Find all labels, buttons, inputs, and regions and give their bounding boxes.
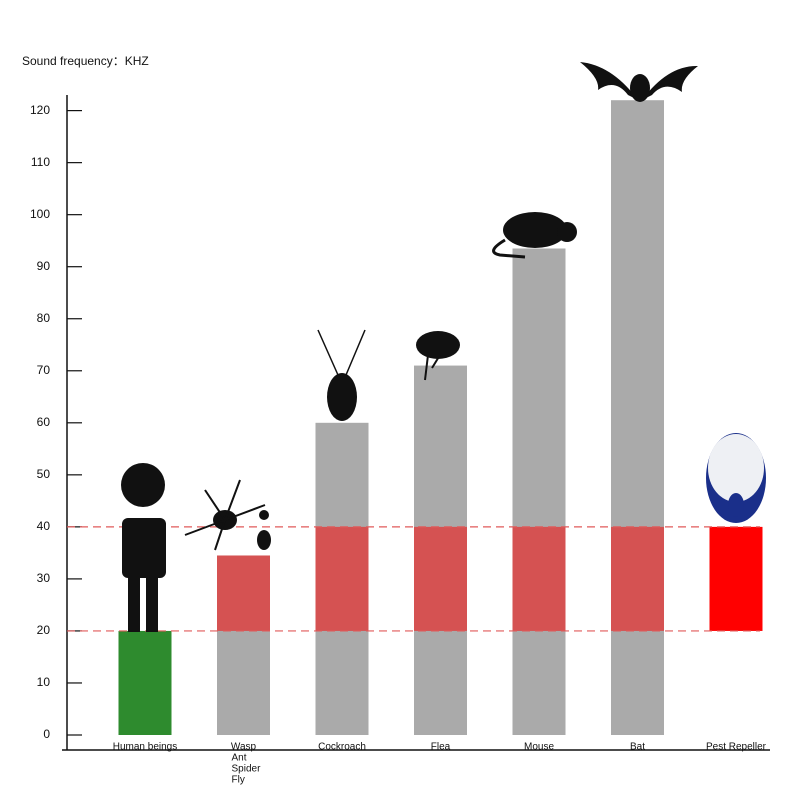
bat-icon [580, 62, 698, 100]
flea-icon [416, 331, 460, 359]
x-tick-label: Ant [232, 753, 247, 764]
repeller-overlap [611, 526, 664, 631]
repeller-overlap [512, 526, 566, 631]
human-icon [121, 463, 165, 507]
x-tick-label: Human beings [113, 742, 177, 753]
y-tick-label: 50 [37, 467, 51, 481]
x-tick-label: Cockroach [318, 742, 366, 753]
x-tick-label: Spider [232, 764, 262, 775]
x-tick-label: Mouse [524, 742, 554, 753]
repeller-overlap [217, 555, 270, 631]
y-tick-label: 120 [30, 103, 50, 117]
flea-icon [424, 354, 441, 381]
plot: 0 10 20 30 40 50 60 70 80 90 100 110 120 Human beings… [30, 95, 770, 786]
icons [121, 62, 766, 632]
y-tick-label: 80 [37, 311, 51, 325]
x-tick-label: Fly [232, 775, 245, 786]
repeller-overlap [414, 526, 467, 631]
y-axis-label: Sound frequency：KHZ [22, 54, 149, 68]
cockroach-icon [327, 373, 357, 421]
x-tick-label: Bat [630, 742, 645, 753]
ant-icon [257, 530, 271, 550]
bat-icon [630, 74, 650, 102]
mouse-icon [557, 222, 577, 242]
y-tick-label: 110 [31, 155, 50, 169]
y-tick-label: 30 [37, 571, 51, 585]
y-tick-label: 0 [43, 727, 50, 741]
human-icon [122, 518, 166, 578]
spider-icon [184, 479, 266, 551]
repeller-bar [709, 526, 763, 631]
x-tick-label: Flea [431, 742, 451, 753]
mouse-icon [503, 212, 567, 248]
y-tick-label: 100 [30, 207, 50, 221]
y-tick-label: 10 [37, 675, 51, 689]
y-tick-label: 40 [37, 519, 51, 533]
mouse-icon [492, 238, 526, 259]
bar [118, 630, 172, 735]
y-tick-label: 90 [37, 259, 51, 273]
human-icon [128, 575, 140, 632]
x-tick-label: Wasp [231, 742, 257, 753]
ant-icon [259, 510, 269, 520]
cockroach-icon [317, 329, 366, 376]
bar [611, 100, 664, 736]
human-icon [146, 575, 158, 632]
x-tick-label: Pest Repeller [706, 742, 767, 753]
y-tick-label: 70 [37, 363, 51, 377]
repeller-icon [708, 434, 764, 502]
y-tick-label: 20 [37, 623, 51, 637]
repeller-icon [728, 493, 744, 517]
bar [512, 248, 566, 735]
y-tick-label: 60 [37, 415, 51, 429]
repeller-overlap [315, 526, 369, 631]
